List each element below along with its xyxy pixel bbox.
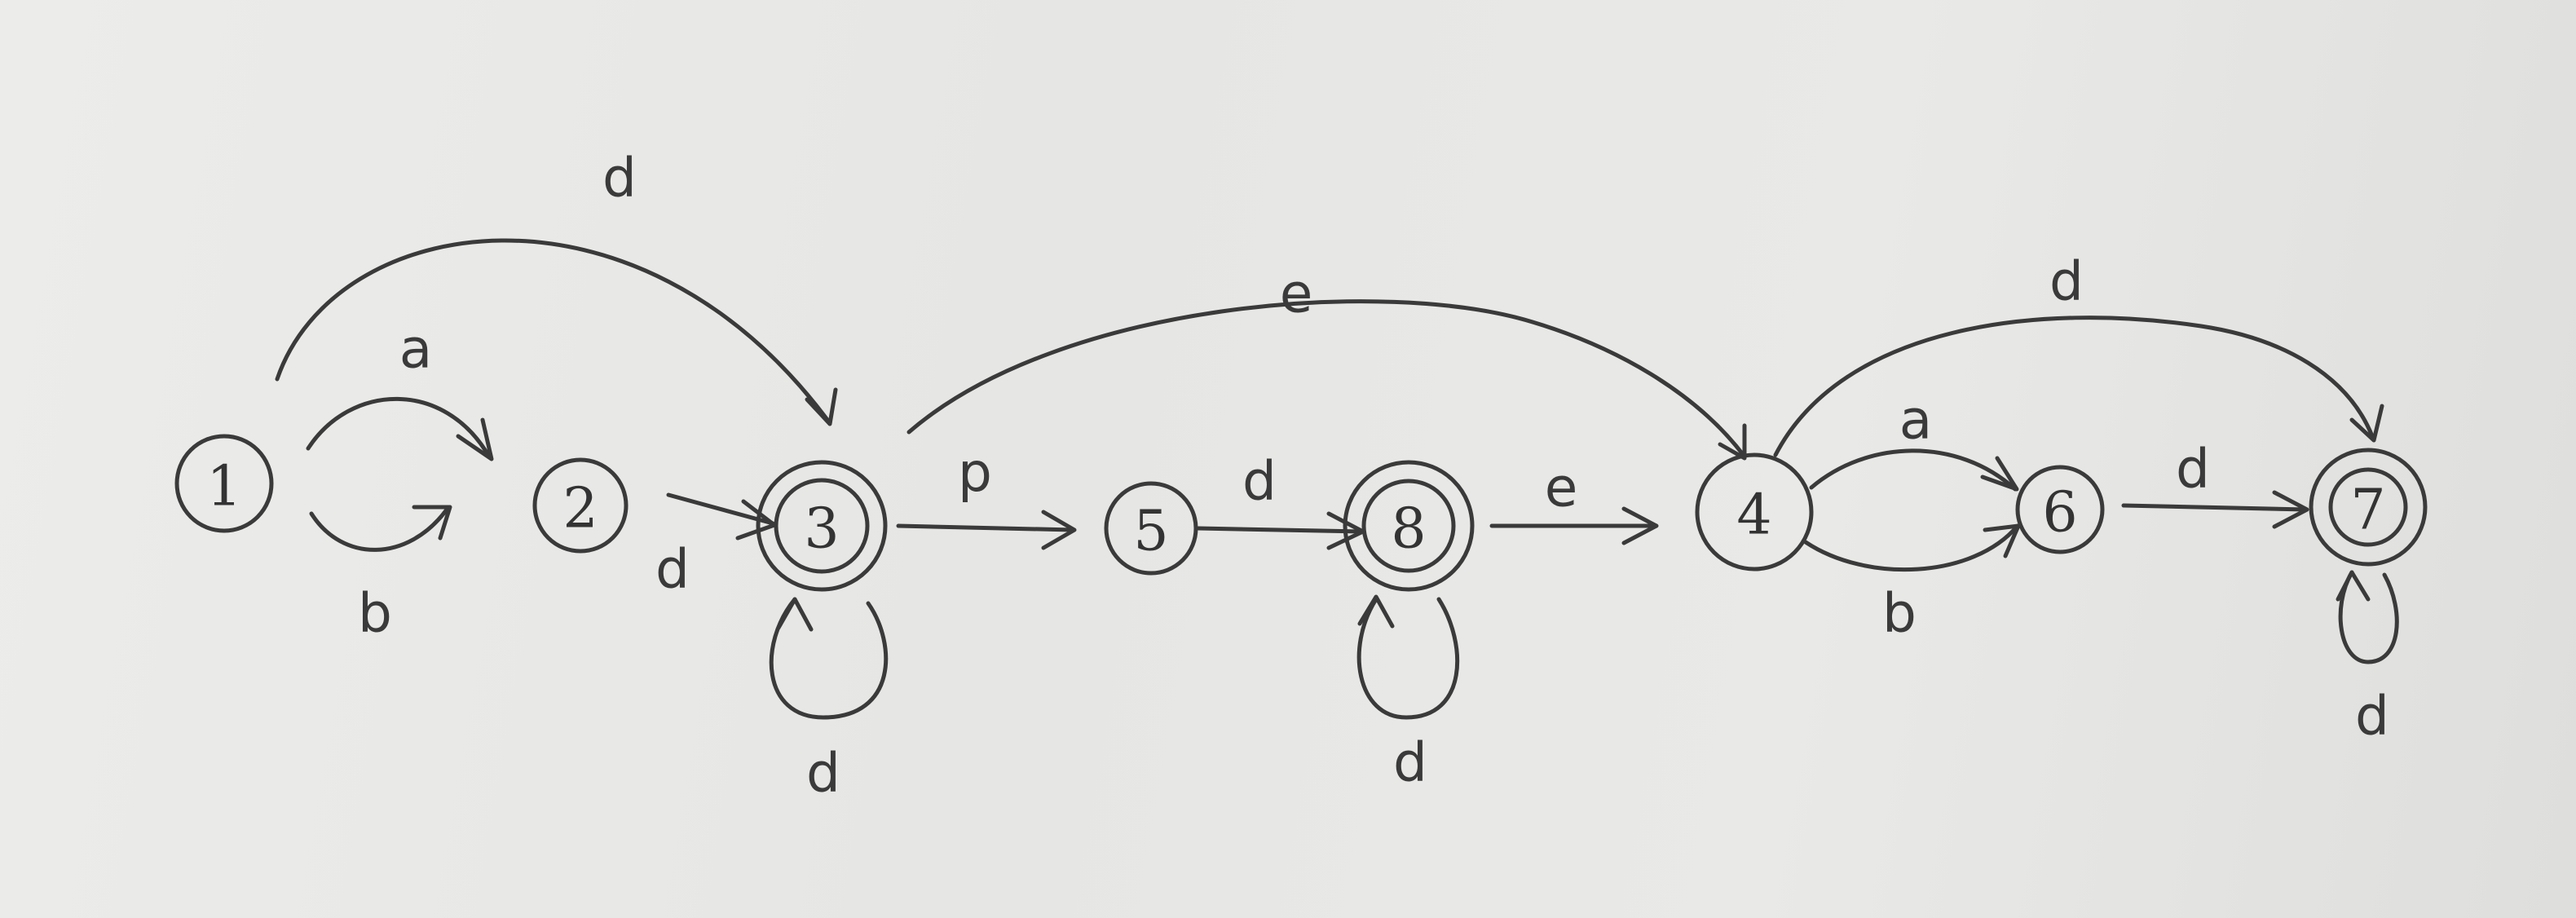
transition-6-7-d: d xyxy=(2121,438,2309,529)
transition-1-2-b: b xyxy=(309,505,452,645)
svg-text:6: 6 xyxy=(2042,481,2077,545)
transition-8-8-d: d xyxy=(1356,594,1459,794)
state-6: 6 xyxy=(2015,465,2105,554)
svg-text:b: b xyxy=(1882,582,1917,645)
state-3-accepting: 3 xyxy=(756,460,888,592)
state-1: 1 xyxy=(174,434,274,533)
svg-text:7: 7 xyxy=(2350,479,2385,543)
transition-5-8-d: d xyxy=(1196,450,1365,550)
state-5: 5 xyxy=(1104,481,1198,576)
transition-1-3-d: d xyxy=(275,147,838,426)
transition-8-4-e: e xyxy=(1489,457,1659,545)
state-7-accepting: 7 xyxy=(2309,448,2428,567)
state-2: 2 xyxy=(532,457,629,554)
transition-4-6-a: a xyxy=(1809,389,2019,492)
transition-7-7-d: d xyxy=(2336,570,2399,748)
svg-text:d: d xyxy=(655,538,690,601)
svg-text:p: p xyxy=(958,442,992,505)
svg-text:d: d xyxy=(2049,250,2084,313)
svg-text:5: 5 xyxy=(1133,500,1168,564)
svg-text:d: d xyxy=(602,147,637,210)
svg-text:d: d xyxy=(2176,438,2210,501)
transition-3-5-p: p xyxy=(896,442,1077,550)
svg-text:e: e xyxy=(1280,263,1313,325)
transition-3-3-d: d xyxy=(769,597,889,805)
svg-text:a: a xyxy=(1899,389,1932,452)
svg-text:d: d xyxy=(1393,731,1427,794)
svg-text:2: 2 xyxy=(562,477,598,541)
svg-text:d: d xyxy=(1242,450,1277,513)
svg-text:b: b xyxy=(358,582,392,645)
transition-3-4-e: e xyxy=(906,263,1747,461)
state-4: 4 xyxy=(1695,452,1814,572)
svg-text:a: a xyxy=(399,318,432,381)
transition-1-2-a: a xyxy=(306,318,494,461)
svg-text:d: d xyxy=(2355,685,2389,748)
svg-text:e: e xyxy=(1545,457,1578,519)
svg-text:4: 4 xyxy=(1736,483,1771,548)
transition-2-3-d: d xyxy=(655,492,777,601)
state-8-accepting: 8 xyxy=(1343,460,1475,592)
svg-text:d: d xyxy=(806,742,840,805)
transition-4-7-d: d xyxy=(1773,250,2384,457)
transition-4-6-b: b xyxy=(1803,523,2021,645)
svg-text:8: 8 xyxy=(1391,497,1426,562)
svg-text:3: 3 xyxy=(804,497,839,562)
svg-text:1: 1 xyxy=(206,455,241,519)
